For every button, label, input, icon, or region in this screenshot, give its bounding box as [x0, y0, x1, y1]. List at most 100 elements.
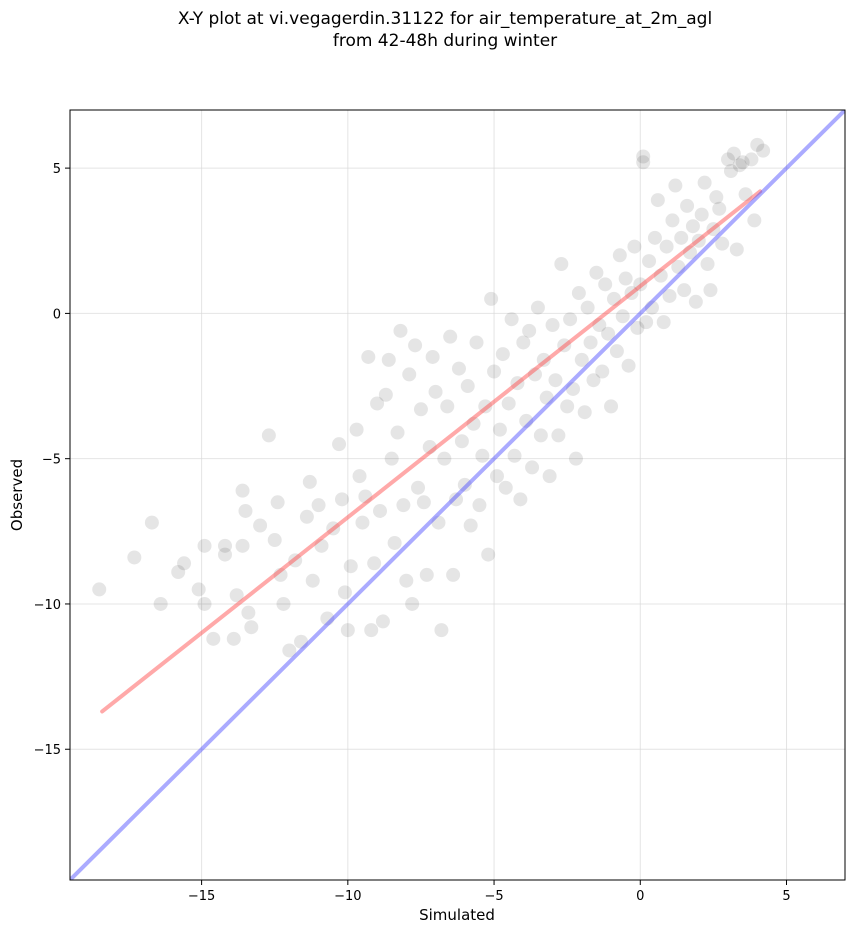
data-point — [510, 376, 525, 391]
data-point — [484, 291, 499, 306]
data-point — [636, 149, 651, 164]
y-tick-label: −15 — [34, 743, 61, 758]
data-point — [288, 553, 303, 568]
data-point — [668, 178, 683, 193]
data-point — [261, 428, 276, 443]
data-point — [273, 567, 288, 582]
data-point — [443, 329, 458, 344]
data-point — [542, 469, 557, 484]
x-tick-label: −10 — [334, 889, 361, 904]
data-point — [320, 611, 335, 626]
data-point — [457, 477, 472, 492]
data-point — [460, 379, 475, 394]
data-point — [653, 268, 668, 283]
data-point — [428, 384, 443, 399]
y-tick-label: −5 — [42, 453, 61, 468]
data-point — [536, 352, 551, 367]
data-point — [367, 556, 382, 571]
data-point — [475, 448, 490, 463]
plot-frame — [69, 109, 846, 881]
data-point — [92, 582, 107, 597]
data-point — [302, 474, 317, 489]
data-point — [454, 434, 469, 449]
data-point — [334, 492, 349, 507]
data-point — [621, 358, 636, 373]
data-point — [533, 428, 548, 443]
data-point — [554, 257, 569, 271]
data-point — [387, 535, 402, 550]
x-tick-label: 0 — [636, 889, 644, 904]
data-point — [659, 239, 674, 254]
data-point — [516, 335, 531, 350]
data-point — [282, 643, 297, 658]
data-point — [680, 198, 695, 213]
data-point — [413, 402, 428, 417]
data-point — [665, 213, 680, 228]
data-point — [177, 556, 192, 571]
data-point — [624, 286, 639, 301]
data-point — [700, 257, 715, 271]
one-to-one-line — [70, 110, 845, 880]
data-point — [656, 315, 671, 330]
data-point — [451, 361, 466, 376]
data-point — [706, 222, 721, 237]
data-point — [691, 233, 706, 248]
y-tick-label: −10 — [34, 598, 61, 613]
data-point — [750, 137, 765, 152]
data-point — [615, 309, 630, 324]
data-point — [340, 623, 355, 638]
data-point — [574, 352, 589, 367]
data-point — [375, 614, 390, 629]
data-point — [466, 416, 481, 431]
data-point — [723, 164, 738, 179]
data-point — [525, 460, 540, 475]
data-point — [642, 254, 657, 269]
data-point — [522, 323, 537, 338]
x-tick-label: −5 — [484, 889, 503, 904]
data-point — [566, 381, 581, 396]
data-point — [747, 213, 762, 228]
data-point — [390, 425, 405, 440]
data-point — [732, 158, 747, 173]
chart-title-line-2: from 42-48h during winter — [332, 31, 558, 51]
data-point — [715, 236, 730, 251]
fit-lines — [70, 110, 845, 880]
data-point — [402, 367, 417, 382]
data-point — [563, 312, 578, 327]
data-point — [683, 245, 697, 260]
data-point — [694, 207, 709, 222]
data-point — [197, 538, 212, 553]
data-point — [504, 312, 519, 327]
data-point — [627, 239, 642, 254]
grid-lines — [70, 110, 845, 880]
data-point — [612, 248, 627, 263]
data-points — [92, 137, 771, 658]
data-point — [726, 146, 741, 161]
data-point — [671, 259, 686, 274]
data-point — [349, 422, 364, 437]
data-point — [580, 300, 595, 315]
data-point — [662, 288, 677, 303]
data-point — [528, 367, 542, 382]
data-point — [337, 585, 352, 600]
y-axis-label: Observed — [8, 459, 26, 531]
data-point — [218, 547, 232, 562]
data-point — [405, 596, 420, 611]
data-point — [463, 518, 478, 533]
data-point — [545, 318, 560, 333]
data-point — [361, 349, 376, 364]
data-point — [314, 538, 329, 553]
data-point — [332, 437, 347, 452]
data-point — [229, 588, 244, 603]
data-point — [270, 495, 285, 510]
data-point — [235, 538, 250, 553]
data-point — [712, 201, 727, 216]
data-point — [276, 596, 291, 611]
data-point — [530, 300, 545, 315]
data-point — [744, 152, 759, 167]
data-point — [703, 283, 718, 298]
data-point — [606, 291, 621, 306]
data-point — [735, 155, 750, 170]
data-point — [674, 230, 689, 245]
data-point — [636, 155, 651, 170]
